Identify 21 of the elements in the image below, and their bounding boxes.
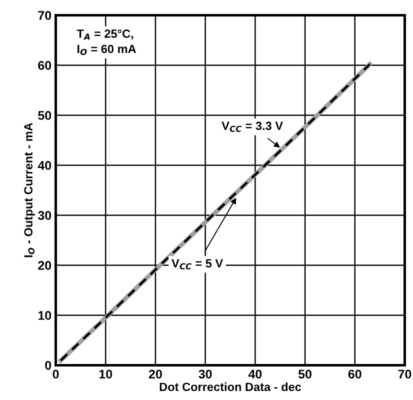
x-tick-label: 70 (398, 370, 412, 379)
annotation: V$_{CC}$ = 3.3 V (222, 122, 283, 132)
x-axis-title: Dot Correction Data - dec (160, 382, 302, 392)
x-tick-label: 20 (148, 370, 162, 379)
x-tick-label: 30 (198, 370, 212, 379)
x-tick-label: 50 (298, 370, 312, 379)
y-tick-label: 60 (38, 61, 52, 70)
x-tick-label: 0 (52, 370, 59, 379)
x-tick-label: 60 (348, 370, 362, 379)
x-tick-label: 40 (248, 370, 262, 379)
x-tick-label: 10 (99, 370, 112, 379)
y-tick-label: 0 (45, 361, 52, 370)
y-tick-label: 70 (38, 11, 52, 20)
text: T$_{A}$ = 25°C, I$_{O}$ = 60 mA (76, 29, 136, 56)
annotation: V$_{CC}$ = 5 V (172, 259, 224, 270)
y-tick-label: 20 (38, 261, 52, 270)
y-tick-label: 50 (38, 111, 52, 120)
y-tick-label: 40 (38, 161, 52, 170)
y-axis-title: I$_{O}$ - Output Current - mA (24, 122, 35, 258)
y-tick-label: 30 (38, 211, 52, 220)
y-tick-label: 10 (38, 311, 52, 320)
